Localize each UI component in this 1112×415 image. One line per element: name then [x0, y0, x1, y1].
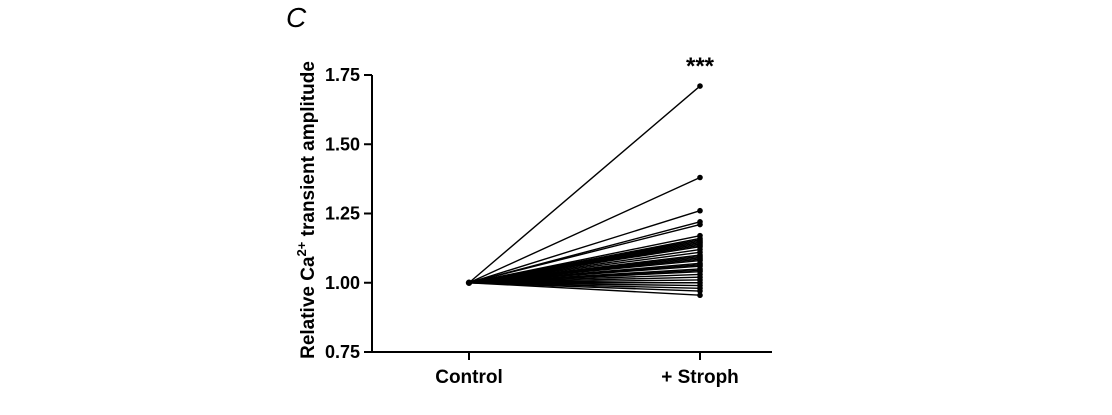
y-axis-ticks: 0.75 1.00 1.25 1.50 1.75	[325, 65, 372, 362]
stroph-point	[697, 292, 703, 299]
y-axis-label-superscript: 2+	[294, 241, 309, 256]
y-tick-label: 1.00	[325, 273, 360, 293]
y-tick-label: 0.75	[325, 342, 360, 362]
paired-line	[468, 85, 701, 284]
paired-series	[465, 83, 703, 299]
y-axis-label: Relative Ca2+ transient amplitude	[294, 61, 319, 359]
x-tick-label: Control	[435, 367, 503, 388]
paired-line	[468, 223, 701, 284]
x-axis-ticks: Control + Stroph	[435, 352, 739, 388]
y-tick-label: 1.50	[325, 134, 360, 154]
paired-line	[468, 282, 701, 296]
stroph-point	[697, 207, 703, 214]
x-tick-label: + Stroph	[661, 367, 739, 388]
stroph-point	[697, 288, 703, 294]
stroph-point	[697, 174, 703, 181]
stroph-point	[697, 221, 703, 228]
y-tick-label: 1.75	[325, 65, 360, 85]
stroph-point	[697, 83, 703, 89]
y-axis-label-prefix: Relative Ca	[298, 256, 319, 359]
significance-annotation: ***	[686, 53, 715, 80]
paired-line	[468, 210, 701, 284]
panel-letter: C	[286, 2, 307, 33]
paired-line	[468, 176, 701, 284]
y-tick-label: 1.25	[325, 204, 360, 224]
control-point	[465, 279, 473, 286]
y-axis-label-suffix: transient amplitude	[298, 61, 319, 242]
